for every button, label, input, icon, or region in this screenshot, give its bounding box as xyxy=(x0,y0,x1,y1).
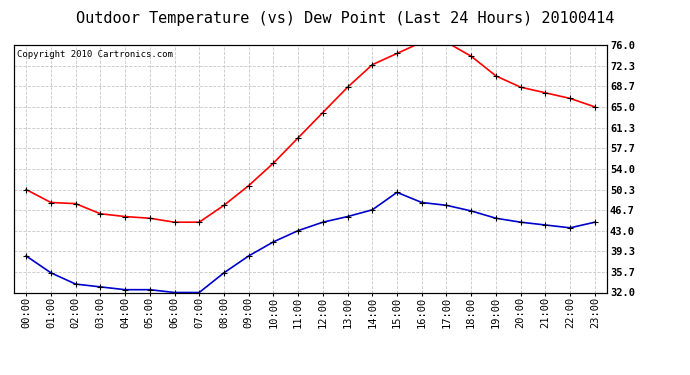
Text: Outdoor Temperature (vs) Dew Point (Last 24 Hours) 20100414: Outdoor Temperature (vs) Dew Point (Last… xyxy=(76,11,614,26)
Text: Copyright 2010 Cartronics.com: Copyright 2010 Cartronics.com xyxy=(17,50,172,59)
